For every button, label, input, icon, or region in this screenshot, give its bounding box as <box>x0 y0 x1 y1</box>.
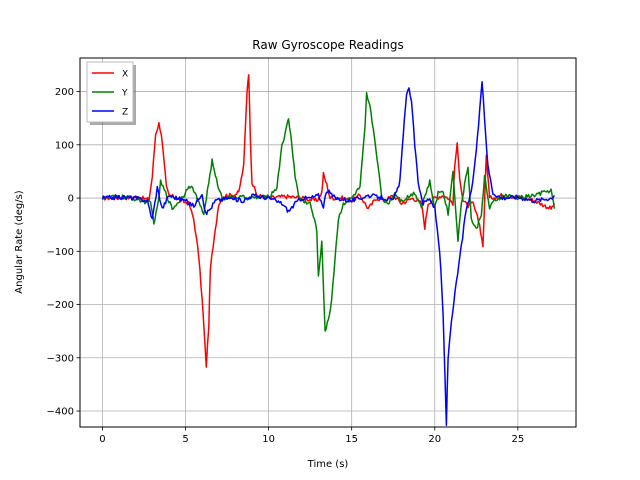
legend-label-z: Z <box>122 108 128 118</box>
y-axis-label: Angular Rate (deg/s) <box>14 190 25 293</box>
x-tick-label: 25 <box>511 434 524 445</box>
y-tick-label: −100 <box>47 247 74 258</box>
series-line-y <box>101 91 556 332</box>
x-tick-label: 10 <box>262 434 275 445</box>
x-tick-label: 0 <box>99 434 105 445</box>
plot-frame <box>79 57 577 428</box>
x-tick-label: 15 <box>345 434 358 445</box>
legend-label-x: X <box>122 70 128 80</box>
legend-label-y: Y <box>121 89 128 99</box>
legend: XYZ <box>86 61 136 125</box>
y-tick-label: 200 <box>55 87 74 98</box>
legend-items: XYZ <box>92 70 128 118</box>
tick-layer: 0 5 10 15 20 25 −400 −300 −200 −100 0 100 200 <box>47 87 525 445</box>
y-tick-label: −200 <box>47 300 74 311</box>
y-tick-label: 0 <box>68 194 74 205</box>
y-tick-label: −300 <box>47 353 74 364</box>
y-tick-label: 100 <box>55 140 74 151</box>
y-tick-label: −400 <box>47 407 74 418</box>
series-line-z <box>101 81 556 427</box>
chart-title: Raw Gyroscope Readings <box>252 38 403 52</box>
series-layer <box>101 74 556 427</box>
x-tick-label: 20 <box>428 434 441 445</box>
x-tick-label: 5 <box>182 434 188 445</box>
x-axis-label: Time (s) <box>307 459 349 470</box>
